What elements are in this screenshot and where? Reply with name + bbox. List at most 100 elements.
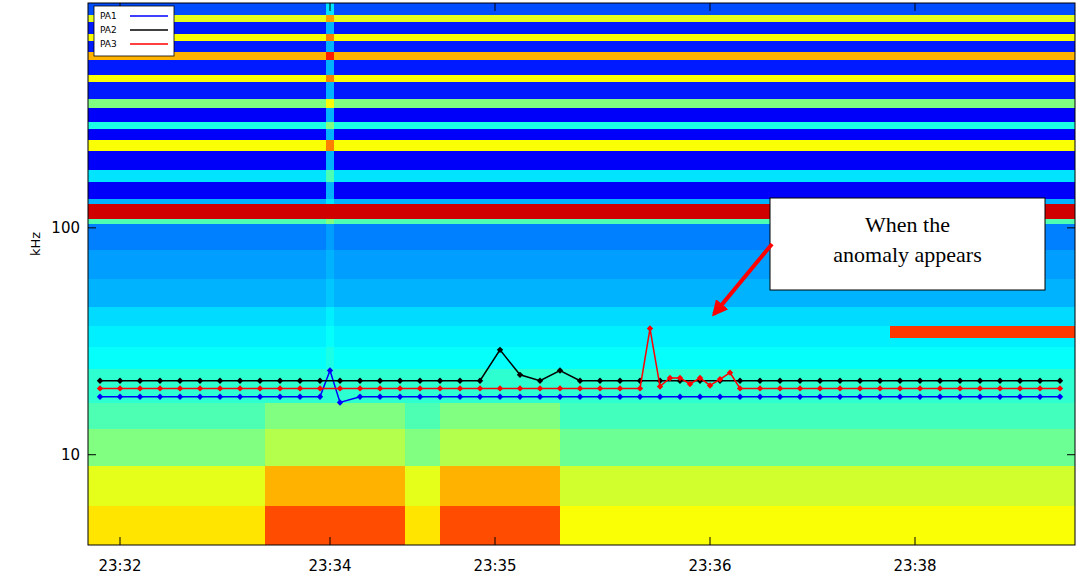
heatmap-cell [405,307,441,327]
annotation-line: When the [865,212,950,237]
series-line [100,371,1060,403]
heatmap-cell [334,204,406,219]
heatmap-cell [560,140,891,151]
heatmap-cell [405,82,441,100]
y-tick [1067,227,1075,228]
heatmap-cell [560,402,891,429]
heatmap-cell [440,82,561,100]
series-marker [217,377,223,383]
heatmap-cell [265,59,327,75]
heatmap-cell [326,250,335,279]
series-marker [437,385,443,391]
series-marker [177,385,183,391]
heatmap-cell [440,51,561,59]
heatmap-cell [440,346,561,368]
series-marker [317,385,323,391]
x-tick [915,3,916,11]
heatmap-cell [440,337,561,347]
heatmap-cell [440,59,561,75]
heatmap-cell [890,99,1075,108]
x-tick-label: 23:35 [473,557,516,575]
heatmap-cell [440,182,561,199]
series-marker [517,385,523,391]
series-marker [517,372,523,378]
annotation-box [770,198,1045,290]
x-tick [330,537,331,545]
heatmap-cell [326,59,335,75]
series-marker [257,394,263,400]
heatmap-cell [405,33,441,41]
heatmap-cell [88,505,266,545]
series-marker [617,385,623,391]
heatmap-cell [440,250,561,279]
series-marker [677,394,683,400]
heatmap-cell [334,337,406,347]
heatmap-cell [440,402,561,429]
heatmap-cell [88,204,266,219]
series-marker [597,394,603,400]
heatmap-cell [334,223,406,250]
series-marker [197,377,203,383]
spectrogram [88,3,1075,545]
series-marker [357,385,363,391]
heatmap-cell [265,40,327,51]
heatmap-cell [88,250,266,279]
heatmap-cell [405,121,441,128]
heatmap-cell [326,182,335,199]
series-marker [897,377,903,383]
heatmap-cell [326,346,335,368]
heatmap-cell [560,33,891,41]
heatmap-cell [560,429,891,466]
series-marker [857,394,863,400]
annotation-line: anomaly appears [833,242,981,267]
heatmap-cell [440,33,561,41]
series-marker [397,377,403,383]
series-marker [557,385,563,391]
series-marker [477,377,483,383]
heatmap-cell [560,150,891,170]
heatmap-cell [88,326,266,338]
heatmap-cell [265,15,327,23]
heatmap-cell [88,99,266,108]
heatmap-cell [560,107,891,121]
heatmap-cell [334,307,406,327]
heatmap-cell [88,82,266,100]
series-marker [717,394,723,400]
series-marker [277,394,283,400]
heatmap-cell [890,33,1075,41]
series-marker [817,385,823,391]
series-marker [647,325,653,331]
heatmap-cell [265,326,327,338]
x-tick-label: 23:32 [98,557,141,575]
heatmap-cell [405,505,441,545]
heatmap-cell [326,150,335,170]
heatmap-cell [560,307,891,327]
series-marker [617,394,623,400]
heatmap-cell [88,128,266,140]
heatmap-cell [440,223,561,250]
heatmap-cell [440,150,561,170]
heatmap-cell [560,505,891,545]
heatmap-cell [265,182,327,199]
heatmap-cell [440,22,561,34]
chart: 23:3223:3423:3523:3623:3810100kHzPA1PA2P… [0,0,1083,580]
series-marker [1017,385,1023,391]
heatmap-cell [265,140,327,151]
series-marker [957,377,963,383]
series-marker [237,377,243,383]
series-marker [997,385,1003,391]
series-marker [117,394,123,400]
series-marker [457,385,463,391]
heatmap-cell [405,204,441,219]
series-marker [797,385,803,391]
heatmap-cell [405,326,441,338]
heatmap-cell [326,22,335,34]
series-marker [877,385,883,391]
heatmap-cell [326,337,335,347]
series-marker [837,394,843,400]
heatmap-cell [890,140,1075,151]
series-marker [337,399,343,405]
heatmap-cell [890,505,1075,545]
y-tick [88,227,96,228]
heatmap-cell [88,218,266,223]
